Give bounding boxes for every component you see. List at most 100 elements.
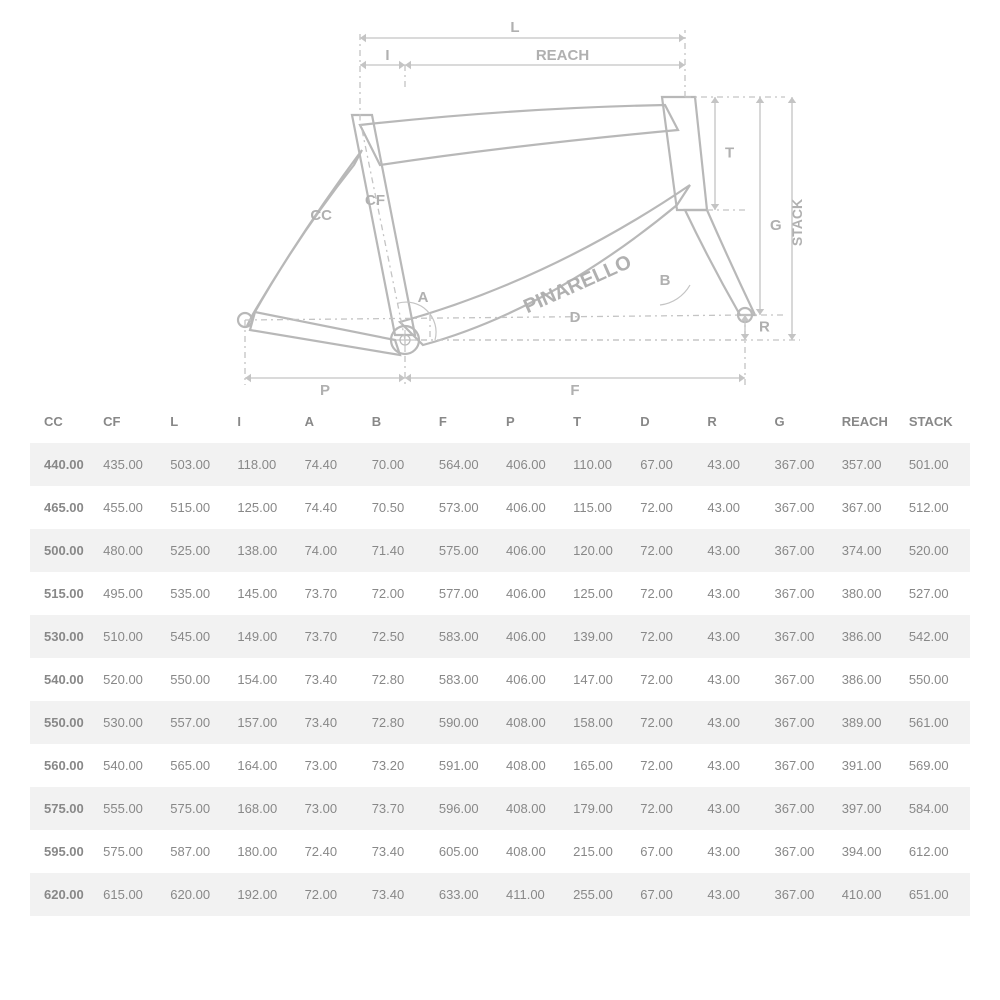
table-row: 500.00480.00525.00138.0074.0071.40575.00… <box>30 529 970 572</box>
table-cell: 67.00 <box>634 873 701 916</box>
table-cell: 43.00 <box>701 529 768 572</box>
table-cell: 367.00 <box>769 529 836 572</box>
table-row: 560.00540.00565.00164.0073.0073.20591.00… <box>30 744 970 787</box>
table-cell: 43.00 <box>701 572 768 615</box>
table-cell: 633.00 <box>433 873 500 916</box>
svg-text:G: G <box>770 217 782 234</box>
table-cell: 165.00 <box>567 744 634 787</box>
svg-text:R: R <box>759 319 770 336</box>
svg-text:L: L <box>510 19 519 36</box>
geometry-table: CCCFLIABFPTDRGREACHSTACK 440.00435.00503… <box>30 400 970 916</box>
table-cell: 74.40 <box>299 443 366 486</box>
table-row: 620.00615.00620.00192.0072.0073.40633.00… <box>30 873 970 916</box>
table-cell: 386.00 <box>836 615 903 658</box>
table-cell: 573.00 <box>433 486 500 529</box>
column-header: G <box>769 400 836 443</box>
table-cell: 72.00 <box>634 615 701 658</box>
column-header: R <box>701 400 768 443</box>
table-cell: 74.40 <box>299 486 366 529</box>
table-cell: 480.00 <box>97 529 164 572</box>
table-cell: 255.00 <box>567 873 634 916</box>
table-cell: 583.00 <box>433 658 500 701</box>
table-cell: 357.00 <box>836 443 903 486</box>
table-cell: 527.00 <box>903 572 970 615</box>
table-cell: 501.00 <box>903 443 970 486</box>
table-cell: 620.00 <box>164 873 231 916</box>
table-cell: 615.00 <box>97 873 164 916</box>
table-cell: 43.00 <box>701 443 768 486</box>
column-header: P <box>500 400 567 443</box>
table-cell: 510.00 <box>97 615 164 658</box>
table-cell: 125.00 <box>231 486 298 529</box>
table-cell: 367.00 <box>769 486 836 529</box>
table-cell: 557.00 <box>164 701 231 744</box>
table-cell: 408.00 <box>500 744 567 787</box>
table-cell: 70.00 <box>366 443 433 486</box>
table-cell: 145.00 <box>231 572 298 615</box>
table-cell: 503.00 <box>164 443 231 486</box>
table-cell: 72.00 <box>366 572 433 615</box>
table-cell: 71.40 <box>366 529 433 572</box>
table-cell: 542.00 <box>903 615 970 658</box>
table-cell: 367.00 <box>769 744 836 787</box>
table-cell: 115.00 <box>567 486 634 529</box>
table-cell: 540.00 <box>30 658 97 701</box>
column-header: I <box>231 400 298 443</box>
table-cell: 72.00 <box>634 701 701 744</box>
table-cell: 158.00 <box>567 701 634 744</box>
table-cell: 406.00 <box>500 572 567 615</box>
table-cell: 367.00 <box>769 873 836 916</box>
table-cell: 561.00 <box>903 701 970 744</box>
table-cell: 73.00 <box>299 744 366 787</box>
table-cell: 180.00 <box>231 830 298 873</box>
table-cell: 560.00 <box>30 744 97 787</box>
table-cell: 43.00 <box>701 701 768 744</box>
table-cell: 179.00 <box>567 787 634 830</box>
page: PINARELLOLIREACHTGSTACKRDPFCCCFAB CCCFLI… <box>0 0 1000 1000</box>
table-cell: 569.00 <box>903 744 970 787</box>
table-cell: 408.00 <box>500 787 567 830</box>
table-cell: 515.00 <box>30 572 97 615</box>
table-cell: 389.00 <box>836 701 903 744</box>
table-cell: 550.00 <box>903 658 970 701</box>
table-cell: 605.00 <box>433 830 500 873</box>
table-cell: 435.00 <box>97 443 164 486</box>
geometry-table-area: CCCFLIABFPTDRGREACHSTACK 440.00435.00503… <box>0 400 1000 936</box>
svg-text:F: F <box>570 382 579 399</box>
table-cell: 535.00 <box>164 572 231 615</box>
table-row: 530.00510.00545.00149.0073.7072.50583.00… <box>30 615 970 658</box>
table-cell: 72.00 <box>634 486 701 529</box>
column-header: REACH <box>836 400 903 443</box>
table-cell: 408.00 <box>500 830 567 873</box>
table-cell: 512.00 <box>903 486 970 529</box>
table-cell: 530.00 <box>97 701 164 744</box>
table-row: 440.00435.00503.00118.0074.4070.00564.00… <box>30 443 970 486</box>
table-cell: 164.00 <box>231 744 298 787</box>
table-cell: 520.00 <box>97 658 164 701</box>
table-cell: 380.00 <box>836 572 903 615</box>
table-cell: 43.00 <box>701 486 768 529</box>
table-cell: 406.00 <box>500 658 567 701</box>
table-cell: 391.00 <box>836 744 903 787</box>
table-cell: 215.00 <box>567 830 634 873</box>
table-cell: 500.00 <box>30 529 97 572</box>
table-cell: 525.00 <box>164 529 231 572</box>
table-cell: 67.00 <box>634 443 701 486</box>
svg-text:A: A <box>418 289 429 306</box>
column-header: CC <box>30 400 97 443</box>
table-cell: 367.00 <box>769 443 836 486</box>
table-cell: 386.00 <box>836 658 903 701</box>
table-cell: 43.00 <box>701 658 768 701</box>
table-header: CCCFLIABFPTDRGREACHSTACK <box>30 400 970 443</box>
table-cell: 73.20 <box>366 744 433 787</box>
table-cell: 154.00 <box>231 658 298 701</box>
table-cell: 584.00 <box>903 787 970 830</box>
svg-text:P: P <box>320 382 330 399</box>
table-cell: 120.00 <box>567 529 634 572</box>
table-cell: 70.50 <box>366 486 433 529</box>
table-row: 540.00520.00550.00154.0073.4072.80583.00… <box>30 658 970 701</box>
table-cell: 72.00 <box>634 658 701 701</box>
table-cell: 72.00 <box>634 787 701 830</box>
table-cell: 410.00 <box>836 873 903 916</box>
table-cell: 118.00 <box>231 443 298 486</box>
